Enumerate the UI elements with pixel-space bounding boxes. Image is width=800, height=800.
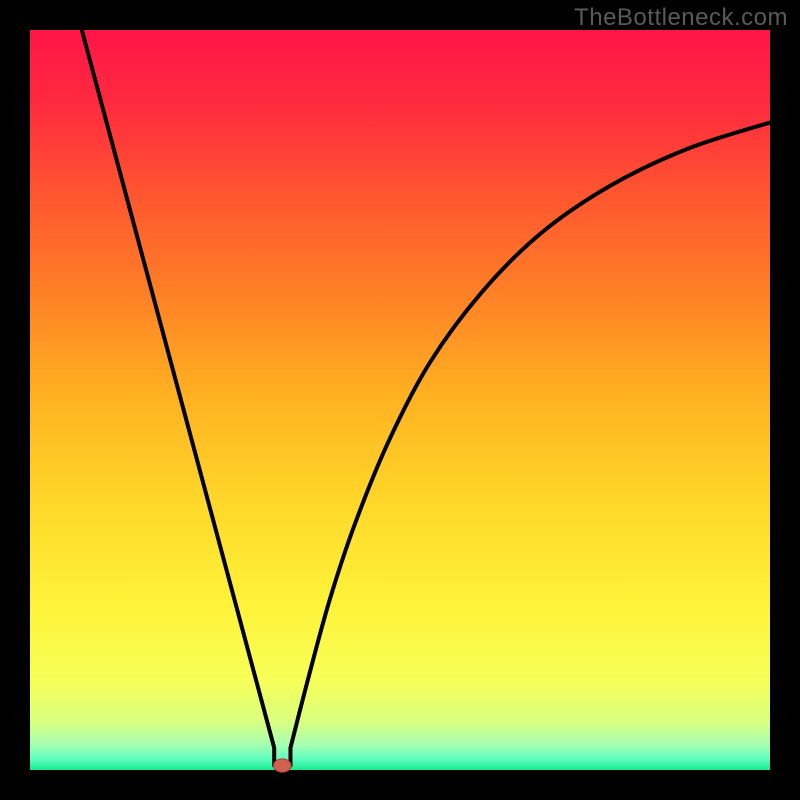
optimal-point-marker — [273, 759, 291, 772]
chart-svg — [0, 0, 800, 800]
plot-gradient-area — [30, 30, 770, 770]
chart-container: TheBottleneck.com — [0, 0, 800, 800]
watermark-label: TheBottleneck.com — [574, 4, 788, 32]
